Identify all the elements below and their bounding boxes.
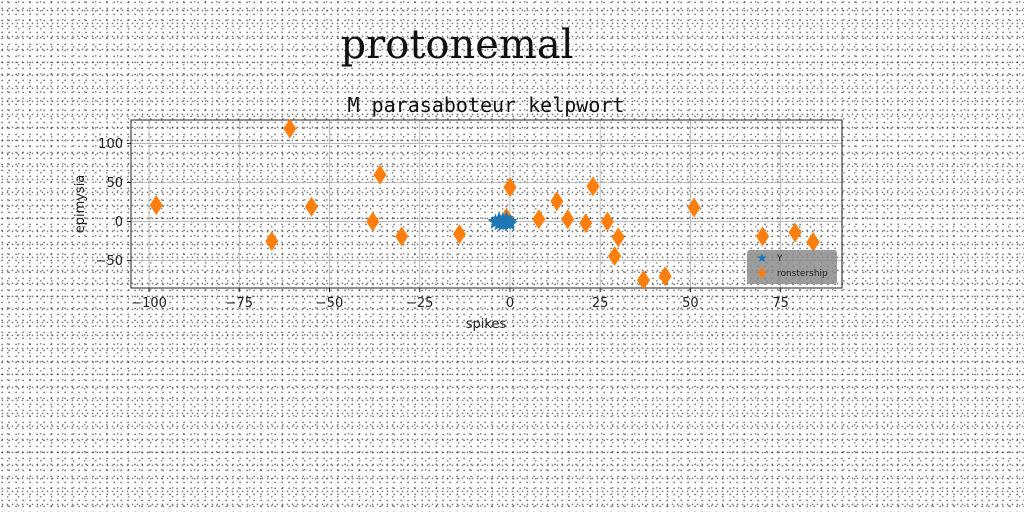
y-tick-label: 100 — [98, 137, 123, 152]
x-tick-label: 25 — [592, 296, 609, 311]
diamond-point — [608, 245, 622, 266]
grid — [131, 120, 842, 288]
diamond-point — [366, 211, 380, 232]
diamond-point — [756, 226, 770, 247]
diamond-point — [304, 196, 318, 217]
diamond-point — [283, 118, 297, 139]
x-tick-label: 75 — [772, 296, 789, 311]
x-tick-label: 0 — [506, 296, 514, 311]
x-tick-label: −75 — [226, 296, 253, 311]
diamond-point — [586, 176, 600, 197]
diamond-point — [687, 197, 701, 218]
page-title: protonemal — [340, 22, 574, 68]
y-tick-label: 50 — [106, 176, 123, 191]
diamond-point — [149, 195, 163, 216]
diamond-point — [265, 231, 279, 252]
diamond-point — [395, 226, 409, 247]
diamond-point — [600, 211, 614, 232]
star-point — [491, 211, 507, 226]
diamond-point — [806, 231, 820, 252]
plot-area — [130, 119, 843, 289]
x-tick-label: −50 — [316, 296, 343, 311]
diamond-point — [561, 209, 575, 230]
y-axis-label: epimysia — [73, 175, 88, 234]
x-axis-label: spikes — [466, 317, 507, 332]
diamond-point — [550, 191, 564, 212]
chart-title: M parasaboteur kelpwort — [348, 93, 625, 117]
diamond-point — [788, 222, 802, 243]
legend-marker — [758, 267, 766, 279]
legend-marker — [757, 253, 767, 263]
y-tick-label: 0 — [115, 215, 123, 230]
star-point — [498, 210, 514, 225]
x-tick-label: −25 — [406, 296, 433, 311]
diamond-point — [452, 224, 466, 245]
star-point — [502, 215, 518, 231]
y-tick-label: −50 — [96, 254, 123, 269]
axis-ticks: −100 −75 −50 −25 0 25 50 75 −50 0 50 100 — [96, 137, 789, 311]
legend-box — [747, 250, 837, 284]
star-point — [487, 214, 504, 229]
diamond-point — [373, 164, 387, 185]
legend-label: Y — [776, 254, 783, 264]
legend-label: ronstership — [777, 269, 828, 279]
x-tick-label: −100 — [131, 296, 167, 311]
x-tick-label: 50 — [682, 296, 699, 311]
star-point — [495, 216, 511, 232]
diamond-point — [636, 270, 650, 291]
diamond-point — [503, 177, 517, 198]
diamond-point — [658, 266, 672, 287]
diamond-point — [532, 209, 546, 230]
data-points — [149, 118, 820, 291]
diamond-point — [611, 227, 625, 248]
diamond-point — [579, 213, 593, 234]
